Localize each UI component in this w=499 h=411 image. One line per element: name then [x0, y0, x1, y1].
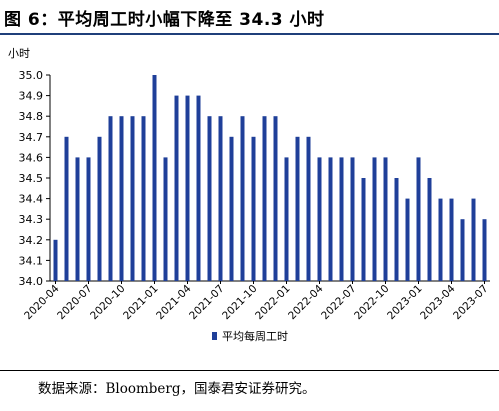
x-tick-label: 2021-10	[220, 283, 260, 323]
y-tick-label: 34.1	[19, 254, 44, 267]
x-tick-label: 2022-01	[253, 283, 293, 323]
bar-2020-06	[75, 157, 80, 281]
x-tick-label: 2021-01	[121, 283, 161, 323]
x-tick-label: 2022-07	[319, 283, 359, 323]
y-tick-label: 34.6	[19, 151, 44, 164]
bar-2020-05	[64, 136, 69, 281]
y-tick-label: 34.8	[19, 110, 44, 123]
bar-2022-11	[394, 178, 399, 281]
figure-title: 图 6：平均周工时小幅下降至 34.3 小时	[4, 10, 325, 30]
bar-2022-10	[383, 157, 388, 281]
bar-2021-10	[251, 136, 256, 281]
y-tick-label: 34.7	[19, 131, 44, 144]
y-tick-label: 34.3	[19, 213, 44, 226]
bar-2021-04	[185, 95, 190, 281]
y-tick-label: 35.0	[19, 69, 44, 82]
x-tick-label: 2023-04	[418, 282, 458, 322]
bar-2020-10	[119, 116, 124, 281]
bar-2022-09	[372, 157, 377, 281]
bar-2023-04	[449, 198, 454, 281]
x-tick-label: 2023-01	[385, 283, 425, 323]
bar-2022-07	[350, 157, 355, 281]
bar-2020-09	[108, 116, 113, 281]
bar-2021-11	[262, 116, 267, 281]
source-note: 数据来源：Bloomberg，国泰君安证券研究。	[38, 381, 316, 397]
bar-2022-01	[284, 157, 289, 281]
bar-2020-12	[141, 116, 146, 281]
bar-2021-07	[218, 116, 223, 281]
bar-2021-12	[273, 116, 278, 281]
bar-2022-04	[317, 157, 322, 281]
bar-2023-03	[438, 198, 443, 281]
y-tick-label: 34.9	[19, 90, 44, 103]
bar-2020-04	[53, 239, 58, 281]
x-tick-label: 2020-04	[22, 282, 62, 322]
bar-2022-03	[306, 136, 311, 281]
bar-2022-12	[405, 198, 410, 281]
legend-swatch	[212, 332, 217, 340]
bar-2023-02	[427, 178, 432, 281]
bar-2021-06	[207, 116, 212, 281]
x-tick-label: 2022-04	[286, 282, 326, 322]
y-tick-label: 34.4	[19, 193, 44, 206]
bar-chart: 小时 35.0 34.9 34.8 34.7 34.6 34.5 34.4 34.3 34.2 34…	[8, 47, 491, 343]
bar-2021-02	[163, 157, 168, 281]
bar-2020-08	[97, 136, 102, 281]
bar-2021-05	[196, 95, 201, 281]
y-tick-label: 34.5	[19, 172, 44, 185]
bar-2021-09	[240, 116, 245, 281]
y-tick-label: 34.2	[19, 234, 44, 247]
x-tick-label: 2021-04	[154, 282, 194, 322]
bar-2020-11	[130, 116, 135, 281]
bar-2023-07	[482, 219, 487, 281]
bar-2023-06	[471, 198, 476, 281]
bar-2022-05	[328, 157, 333, 281]
y-tick-label: 34.0	[19, 275, 44, 288]
x-tick-label: 2023-07	[451, 283, 491, 323]
bar-2022-06	[339, 157, 344, 281]
bar-2022-08	[361, 178, 366, 281]
bar-2021-03	[174, 95, 179, 281]
bar-2021-08	[229, 136, 234, 281]
x-tick-label: 2020-10	[88, 283, 128, 323]
source-divider	[0, 370, 499, 371]
legend-label: 平均每周工时	[222, 329, 288, 343]
bar-2022-02	[295, 136, 300, 281]
x-tick-label: 2021-07	[187, 283, 227, 323]
y-axis-label: 小时	[8, 47, 30, 60]
bar-2021-01	[152, 75, 157, 281]
bar-2023-05	[460, 219, 465, 281]
bar-2023-01	[416, 157, 421, 281]
x-tick-label: 2020-07	[55, 283, 95, 323]
bar-2020-07	[86, 157, 91, 281]
title-bar: 图 6：平均周工时小幅下降至 34.3 小时	[0, 0, 499, 35]
x-tick-label: 2022-10	[352, 283, 392, 323]
